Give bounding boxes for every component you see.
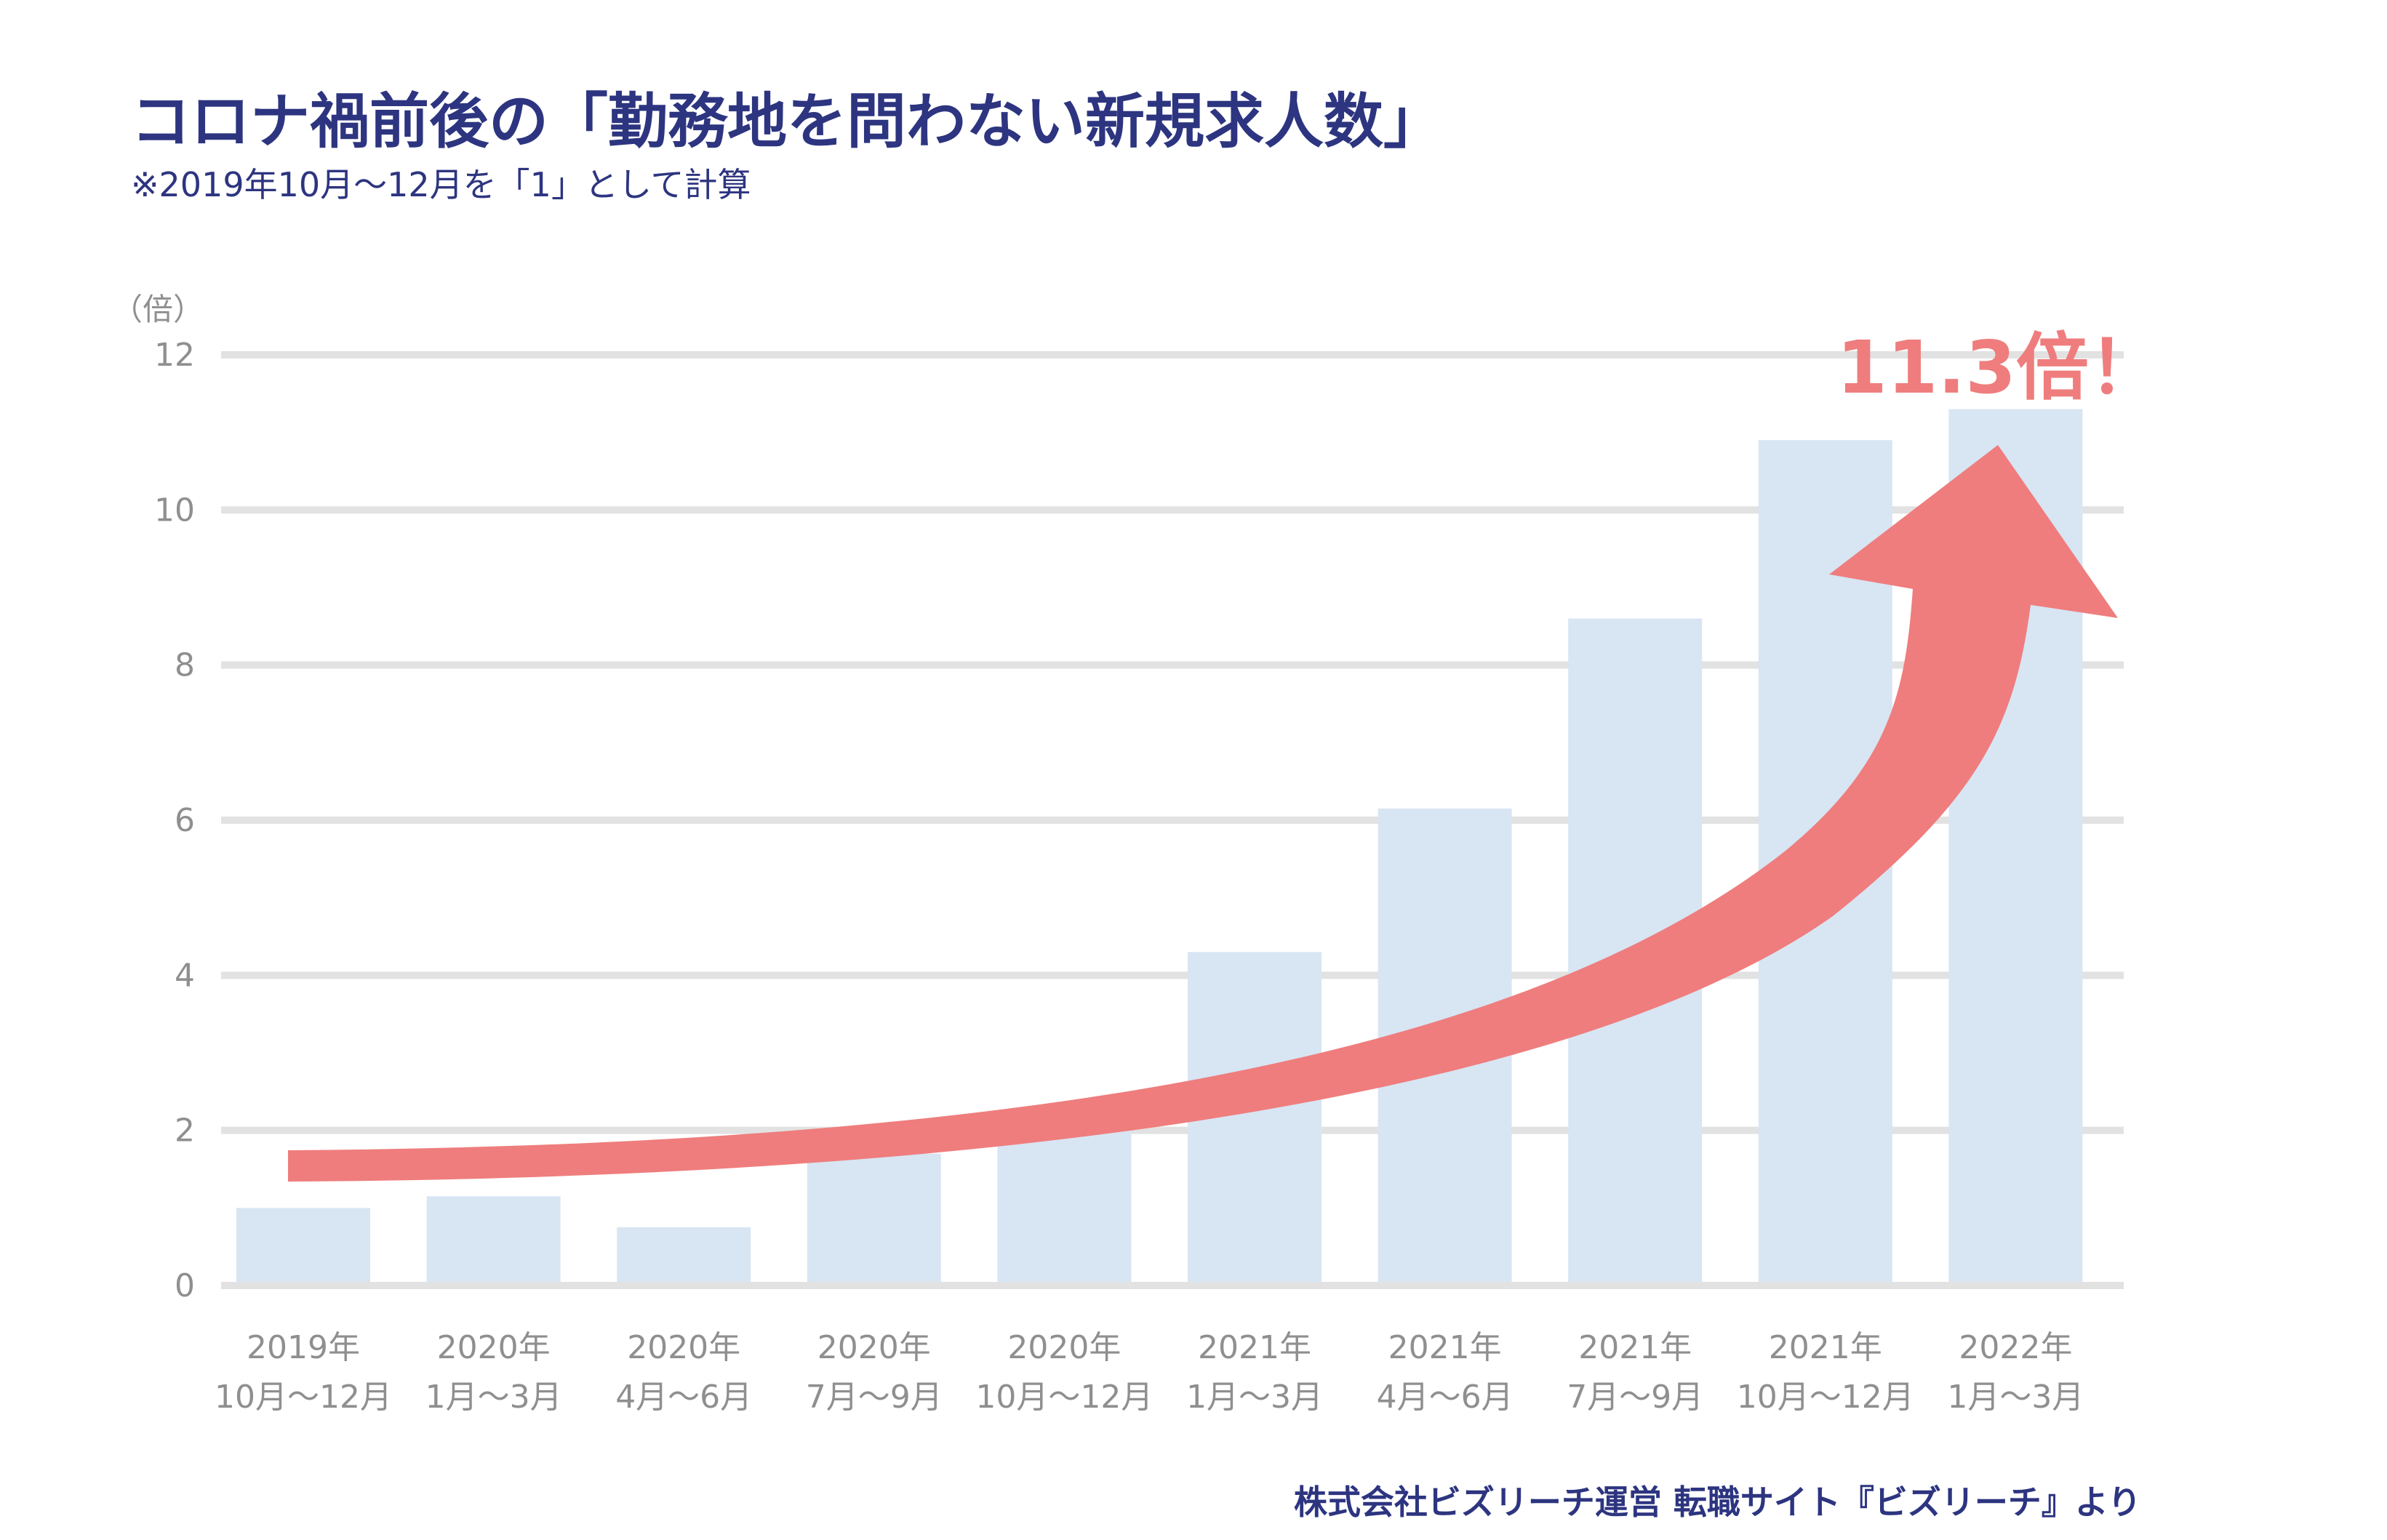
bar: [807, 1153, 941, 1282]
x-axis-tick-labels: 2019年 10月〜12月 2020年 1月〜3月 2020年 4月〜6月 2020年 7月〜…: [215, 1329, 2084, 1416]
growth-callout-label: 11.3倍！: [1836, 325, 2162, 410]
x-tick-label: 2022年 1月〜3月: [1947, 1329, 2084, 1416]
bar: [617, 1227, 751, 1282]
y-tick-label: 2: [175, 1112, 195, 1150]
y-tick-label: 0: [175, 1267, 195, 1304]
bar: [426, 1196, 561, 1282]
x-tick-label: 2021年 1月〜3月: [1186, 1329, 1323, 1416]
growth-arrow: [288, 445, 2118, 1182]
y-tick-label: 6: [175, 802, 195, 839]
chart-title: コロナ禍前後の「勤務地を問わない新規求人数」: [131, 87, 1444, 156]
x-tick-label: 2021年 7月〜9月: [1567, 1329, 1703, 1416]
x-tick-label: 2020年 1月〜3月: [425, 1329, 562, 1416]
bar: [236, 1208, 370, 1282]
chart-subtitle: ※2019年10月〜12月を「1」として計算: [131, 165, 751, 204]
data-source-note: 株式会社ビズリーチ運営 転職サイト『ビズリーチ』より: [1293, 1483, 2141, 1522]
x-tick-label: 2019年 10月〜12月: [215, 1329, 392, 1416]
y-tick-label: 8: [175, 647, 195, 684]
x-tick-label: 2020年 10月〜12月: [975, 1329, 1153, 1416]
y-tick-label: 4: [175, 957, 195, 994]
x-tick-label: 2021年 4月〜6月: [1377, 1329, 1514, 1416]
x-tick-label: 2021年 10月〜12月: [1737, 1329, 1914, 1416]
y-tick-label: 10: [154, 492, 195, 529]
y-axis-unit-label: （倍）: [112, 292, 204, 327]
x-tick-label: 2020年 4月〜6月: [615, 1329, 752, 1416]
y-axis-tick-labels: 0 2 4 6 8 10 12: [154, 337, 195, 1304]
x-tick-label: 2020年 7月〜9月: [806, 1329, 943, 1416]
y-tick-label: 12: [154, 337, 195, 374]
